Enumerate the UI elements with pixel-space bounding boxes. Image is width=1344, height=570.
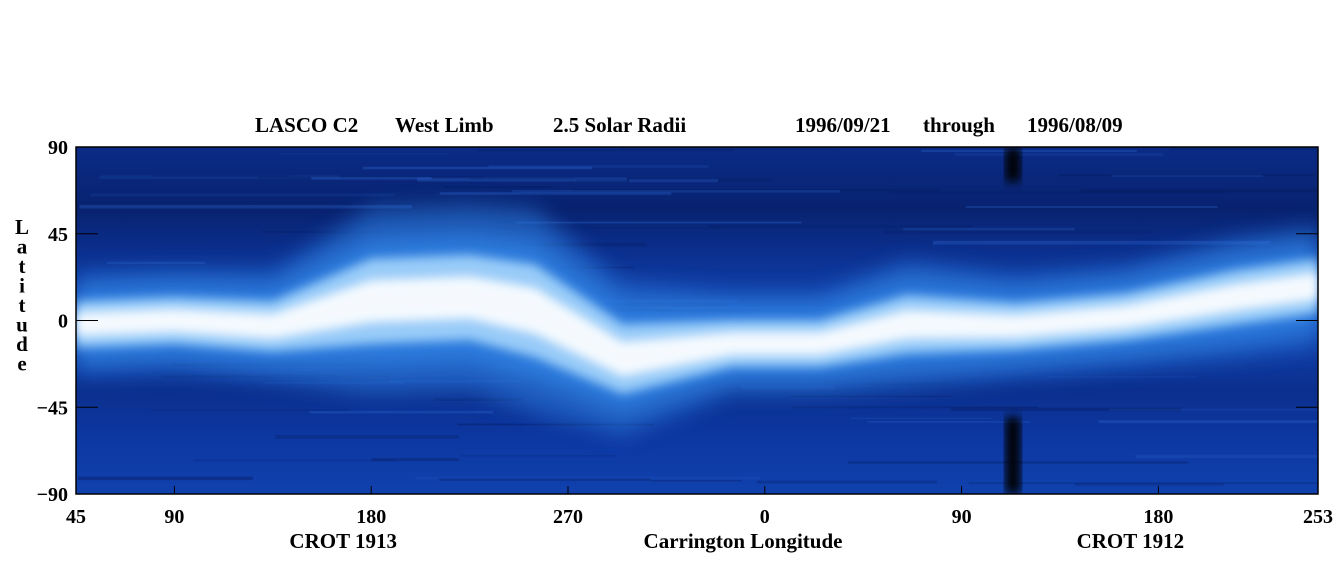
title-start-date: 1996/09/21 [795,113,891,137]
texture-streak [921,149,1137,152]
x-axis-label: Carrington Longitude [644,529,843,553]
texture-streak [932,240,1271,245]
texture-streak [1074,482,1224,486]
texture-streak [1169,148,1318,151]
texture-streak [1048,376,1197,378]
heatmap-plot-area [76,147,1318,494]
texture-streak [1098,420,1318,424]
y-tick-label: −90 [37,484,68,506]
x-tick-label: 180 [1143,506,1173,528]
texture-streak [515,221,802,224]
x-tick-label: 180 [356,506,386,528]
texture-streak [790,395,951,398]
texture-streak [152,175,289,177]
texture-streak [512,189,841,193]
data-gaps [1005,147,1021,494]
texture-streak [1080,188,1318,193]
texture-streak [954,152,1164,157]
texture-streak [620,147,839,150]
texture-streak [708,225,972,228]
texture-streak [470,178,575,180]
texture-streak [629,179,718,183]
texture-streak [258,176,484,179]
texture-streak [442,186,554,189]
rotation-label: CROT 1912 [1077,529,1185,553]
streamer-belt [76,204,1318,436]
texture-streak [99,175,341,179]
texture-streak [1058,174,1316,177]
texture-streak [433,398,523,401]
y-tick-label: 0 [58,311,68,333]
texture-streak [756,480,938,484]
x-tick-label: 253 [1303,506,1333,528]
chart-title: LASCO C2 West Limb 2.5 Solar Radii 1996/… [255,113,1123,137]
y-tick-label: −45 [37,397,68,419]
texture-streak [457,423,654,426]
texture-streak [950,407,1182,412]
texture-streak [79,205,412,209]
rotation-label: CROT 1913 [289,529,397,553]
texture-streak [1109,408,1318,411]
texture-streak [106,261,205,265]
texture-streak [478,149,734,151]
texture-streak [193,459,395,462]
data-gap [1005,147,1021,182]
texture-streak [275,435,459,439]
texture-streak [791,406,1039,409]
texture-streak [415,476,761,480]
texture-streak [417,177,627,182]
texture-streak [150,409,350,411]
texture-streak [461,455,616,457]
title-end-date: 1996/08/09 [1027,113,1123,137]
x-tick-label: 0 [760,506,770,528]
texture-streak [488,164,709,168]
texture-streak [439,478,651,481]
texture-streak [572,188,940,192]
texture-streak [890,191,1226,194]
texture-streak [576,178,771,182]
texture-streak [1135,454,1318,459]
data-gap [1005,416,1021,494]
x-tick-label: 90 [952,506,972,528]
title-through: through [923,113,995,137]
texture-streak [651,479,742,482]
title-instrument: LASCO C2 [255,113,358,137]
texture-streak [883,230,1154,234]
texture-streak [90,193,395,197]
texture-streak [867,421,1031,423]
title-limb: West Limb [395,113,494,137]
texture-streak [965,206,1218,209]
x-tick-label: 45 [66,506,86,528]
y-tick-label: 90 [48,137,68,159]
x-axis: 45 90 180 270 0 90 180 253 [66,486,1333,528]
texture-streak [261,231,387,233]
texture-streak [968,482,1318,485]
texture-streak [850,417,992,419]
texture-streak [1111,174,1263,178]
texture-streak [406,226,725,229]
texture-streak [78,476,253,481]
carrington-rotations: CROT 1913 CROT 1912 [289,529,1184,553]
texture-streak [309,410,493,414]
texture-streak [371,457,459,462]
y-axis: 90 45 0 −45 −90 [37,137,1318,506]
x-tick-label: 90 [164,506,184,528]
y-tick-label: 45 [48,224,68,246]
texture-streak [311,176,432,180]
texture-streak [903,227,1075,231]
texture-streak [363,166,593,170]
title-height: 2.5 Solar Radii [553,113,686,137]
texture-streak [280,153,449,155]
texture-streak [439,192,672,195]
x-tick-label: 270 [553,506,583,528]
belt-core [76,272,1318,377]
